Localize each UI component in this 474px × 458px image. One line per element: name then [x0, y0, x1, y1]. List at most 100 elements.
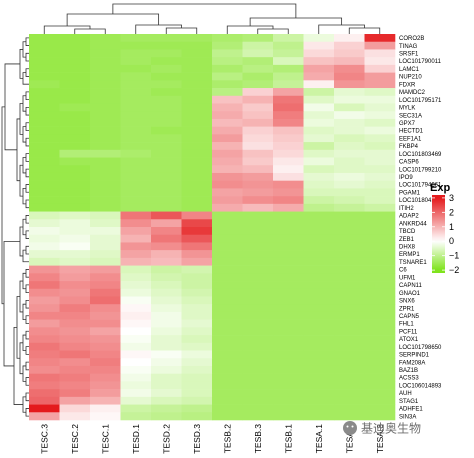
heatmap-cell: [364, 157, 396, 166]
heatmap-cell: [29, 311, 60, 320]
heatmap-cell: [90, 304, 121, 313]
heatmap-cell: [364, 196, 396, 205]
row-label: SEC31A: [399, 113, 422, 119]
row-label: LAMC1: [399, 67, 420, 73]
heatmap-cell: [242, 49, 274, 58]
heatmap-cell: [90, 342, 121, 351]
heatmap-cell: [90, 296, 121, 305]
heatmap-cell: [303, 335, 335, 344]
heatmap-cell: [181, 95, 213, 104]
heatmap-cell: [364, 142, 396, 151]
heatmap-cell: [212, 288, 243, 297]
dendrogram-branch: [25, 230, 29, 239]
heatmap-cell: [303, 373, 335, 382]
heatmap-cell: [273, 311, 304, 320]
heatmap-cell: [364, 381, 396, 390]
heatmap-cell: [212, 342, 243, 351]
heatmap-cell: [303, 396, 335, 405]
heatmap-cell: [59, 335, 91, 344]
heatmap-cell: [59, 404, 91, 413]
dendrogram-branch: [16, 296, 20, 359]
heatmap-cell: [212, 265, 243, 274]
heatmap-cell: [212, 296, 243, 305]
heatmap-cell: [151, 172, 182, 181]
heatmap-cell: [212, 273, 243, 282]
heatmap-cell: [273, 172, 304, 181]
heatmap-cell: [242, 234, 274, 243]
heatmap-cell: [273, 34, 304, 43]
heatmap-cell: [212, 142, 243, 151]
heatmap-cell: [151, 327, 182, 336]
heatmap-cell: [212, 396, 243, 405]
heatmap-cell: [120, 219, 152, 228]
heatmap-cell: [303, 165, 335, 174]
heatmap-cell: [273, 118, 304, 127]
heatmap-cell: [29, 134, 60, 143]
heatmap-cell: [273, 72, 304, 81]
dendrogram-branch: [25, 199, 29, 209]
heatmap-cell: [181, 103, 213, 112]
heatmap-cell: [303, 203, 335, 212]
heatmap-cell: [151, 311, 182, 320]
heatmap-cell: [334, 196, 365, 205]
dendrogram-branch: [25, 299, 29, 309]
heatmap-cell: [90, 250, 121, 259]
heatmap-cell: [334, 358, 365, 367]
column-label: TESA.3: [375, 424, 385, 454]
dendrogram-branch: [25, 106, 29, 116]
heatmap-cell: [90, 288, 121, 297]
heatmap-cell: [242, 396, 274, 405]
legend-tick-label: −2: [449, 265, 459, 275]
heatmap-cell: [151, 72, 182, 81]
row-label: GPX7: [399, 121, 416, 127]
heatmap-cell: [181, 389, 213, 398]
heatmap-cell: [120, 296, 152, 305]
row-label: DHX8: [399, 245, 416, 251]
heatmap-cell: [242, 381, 274, 390]
heatmap-cell: [303, 234, 335, 243]
heatmap-cell: [29, 34, 60, 43]
heatmap-cell: [181, 296, 213, 305]
heatmap-cell: [212, 404, 243, 413]
heatmap-cell: [151, 80, 182, 89]
heatmap-cell: [303, 41, 335, 50]
heatmap-cell: [120, 103, 152, 112]
dendrogram-branch: [1, 106, 5, 305]
heatmap-cell: [181, 188, 213, 197]
heatmap-cell: [151, 257, 182, 266]
row-label: LOC101794661: [399, 183, 442, 189]
heatmap-cell: [364, 126, 396, 135]
heatmap-cell: [334, 304, 365, 313]
heatmap-cell: [181, 358, 213, 367]
heatmap-cell: [29, 203, 60, 212]
row-label: FDXR: [399, 82, 416, 88]
heatmap-cell: [334, 373, 365, 382]
heatmap-cell: [181, 49, 213, 58]
heatmap-cell: [151, 211, 182, 220]
dendrogram-branch: [22, 303, 26, 321]
heatmap-cell: [59, 327, 91, 336]
heatmap-cell: [29, 381, 60, 390]
heatmap-cell: [181, 203, 213, 212]
heatmap-cell: [151, 118, 182, 127]
heatmap-cell: [242, 373, 274, 382]
heatmap-cell: [334, 95, 365, 104]
heatmap-cell: [242, 142, 274, 151]
heatmap-cell: [334, 142, 365, 151]
heatmap-cell: [151, 281, 182, 290]
row-label: ADHFE1: [399, 407, 423, 413]
dendrogram-branch: [43, 25, 91, 34]
heatmap-cell: [364, 188, 396, 197]
heatmap-cell: [90, 142, 121, 151]
heatmap-cell: [90, 381, 121, 390]
heatmap-cell: [242, 64, 274, 73]
heatmap-cell: [59, 265, 91, 274]
heatmap-cell: [334, 172, 365, 181]
heatmap-cell: [242, 404, 274, 413]
row-label: ANKRD44: [399, 221, 427, 227]
row-label: SRSF1: [399, 52, 419, 58]
heatmap-cell: [242, 257, 274, 266]
heatmap-cell: [303, 180, 335, 189]
heatmap-cell: [59, 126, 91, 135]
heatmap-cell: [181, 396, 213, 405]
